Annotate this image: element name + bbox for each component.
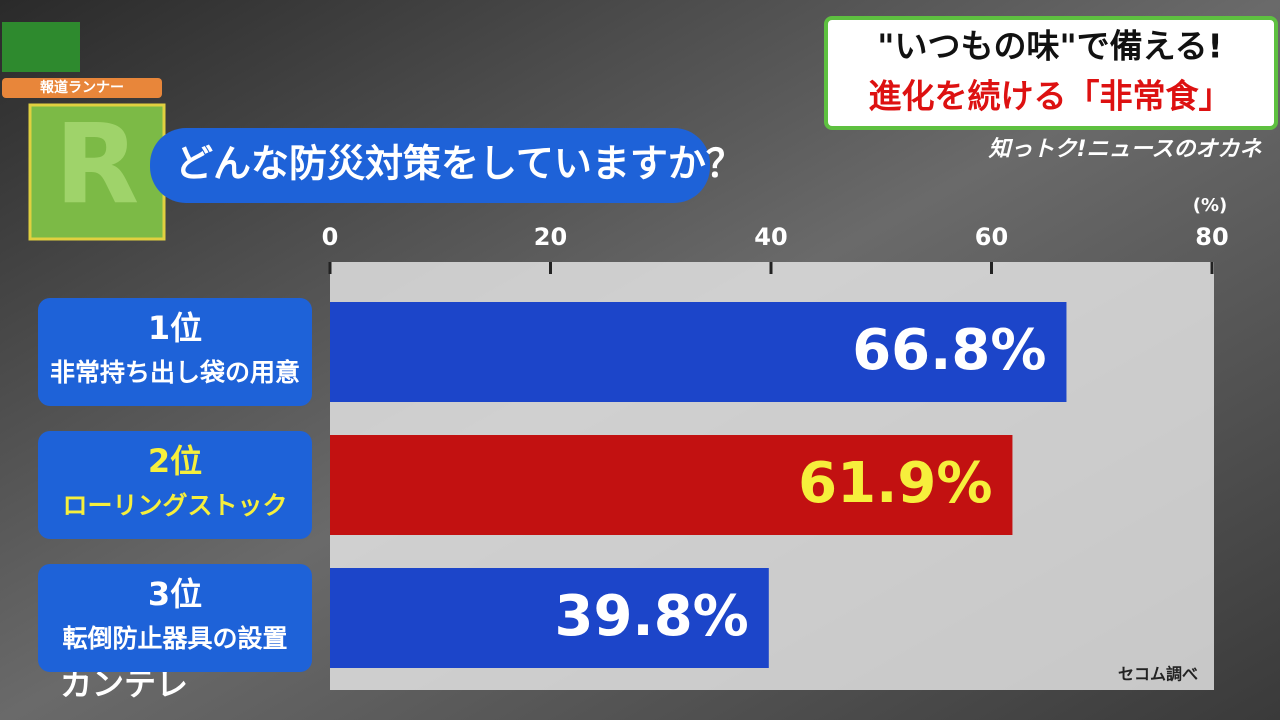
category-box [38,298,312,406]
bar [330,435,1013,535]
headline-2: 進化を続ける「非常食」 [869,77,1232,116]
chart-title: どんな防災対策をしていますか？ [175,142,744,186]
category-label: 非常持ち出し袋の用意 [50,358,300,387]
headline-box [824,16,1278,130]
rank-label: 1位 [148,309,202,347]
corner-label: 報道ランナー [40,79,124,96]
rank-label: 2位 [148,442,202,480]
x-tick-label: 0 [322,223,339,251]
x-tick-label: 20 [534,223,567,251]
corner-box [2,78,162,98]
logo-box [2,22,80,72]
bar [330,568,769,668]
x-tick-label: 80 [1195,223,1228,251]
rank-label: 3位 [148,575,202,613]
title-box [150,128,710,203]
category-label: 転倒防止器具の設置 [62,624,287,653]
category-box [38,431,312,539]
r-logo [28,103,166,241]
x-unit: (%) [1193,195,1228,216]
value-label: 61.9% [798,451,992,516]
value-label: 66.8% [852,318,1046,383]
headline-1: "いつもの味"で備える! [877,27,1222,66]
source: セコム調べ [1118,665,1198,684]
value-label: 39.8% [555,584,749,649]
category-box [38,564,312,672]
program-logo: 知っトク!ニュースのオカネ [988,137,1263,162]
x-tick-label: 60 [975,223,1008,251]
r-letter: R [55,100,140,228]
bar [330,302,1067,402]
x-tick-label: 40 [754,223,787,251]
category-label: ローリングストック [62,491,287,520]
